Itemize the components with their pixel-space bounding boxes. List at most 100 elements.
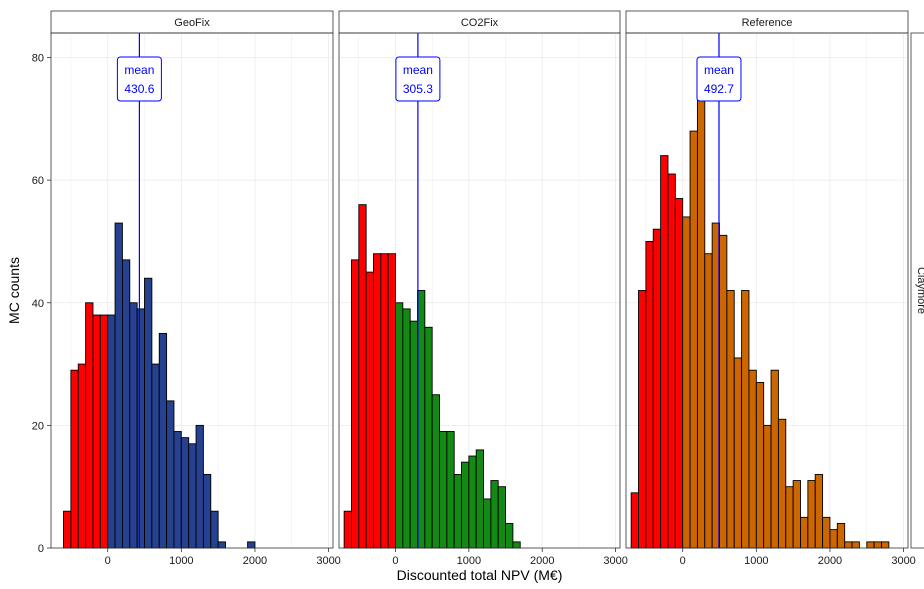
bar-geofix-9 <box>129 302 138 549</box>
bar-reference-18 <box>763 424 772 549</box>
x-axis-ticks: 0 1000 2000 3000 <box>392 548 628 567</box>
bar-reference-12 <box>719 234 728 549</box>
bar-geofix-10 <box>136 308 145 549</box>
bar-reference-22 <box>792 480 801 549</box>
bar-geofix-6 <box>107 314 116 549</box>
x-tick-label: 0 <box>680 555 686 567</box>
bar-reference-25 <box>814 473 824 549</box>
bar-reference-15 <box>741 290 750 549</box>
panel-border <box>625 32 909 549</box>
bar-co2fix-2 <box>358 204 367 549</box>
bar-geofix-11 <box>144 277 153 549</box>
mean-label-word: mean <box>124 63 154 77</box>
bar-geofix-14 <box>166 400 175 549</box>
bar-reference-20 <box>777 418 787 549</box>
x-axis-title: Discounted total NPV (M€) <box>397 567 563 583</box>
bar-geofix-13 <box>158 332 168 549</box>
panel-border <box>338 32 621 549</box>
x-axis-ticks: 0 1000 2000 3000 <box>105 548 341 567</box>
x-tick-label: 2000 <box>818 555 842 567</box>
y-tick-label: 80 <box>32 53 44 65</box>
bar-co2fix-6 <box>387 253 396 549</box>
y-axis-title: MC counts <box>6 257 22 324</box>
bar-reference-23 <box>800 516 809 549</box>
y-tick-label: 0 <box>38 543 44 555</box>
bar-co2fix-4 <box>373 253 382 549</box>
bar-co2fix-23 <box>512 541 521 549</box>
bar-co2fix-10 <box>417 290 426 549</box>
bar-geofix-19 <box>202 473 212 549</box>
bar-reference-19 <box>770 369 779 549</box>
row-strip <box>910 32 924 549</box>
bar-reference-6 <box>674 198 684 549</box>
bar-reference-29 <box>844 541 853 549</box>
x-tick-label: 3000 <box>891 555 915 567</box>
x-tick-label: 2000 <box>530 555 554 567</box>
mean-label-word: mean <box>704 63 734 77</box>
bar-co2fix-7 <box>395 302 404 549</box>
bar-co2fix-19 <box>483 498 492 549</box>
bar-co2fix-3 <box>365 271 374 549</box>
facet-strip-label: GeoFix <box>174 17 210 29</box>
bar-co2fix-17 <box>468 455 477 549</box>
mean-label-value: 492.7 <box>704 82 734 96</box>
bar-reference-21 <box>785 486 794 549</box>
bar-geofix-2 <box>77 363 87 549</box>
bar-reference-8 <box>689 130 698 549</box>
x-tick-label: 1000 <box>744 555 768 567</box>
bar-reference-34 <box>881 541 890 549</box>
bar-co2fix-20 <box>490 480 499 549</box>
bar-geofix-3 <box>85 302 94 549</box>
bar-co2fix-21 <box>497 486 506 549</box>
bar-co2fix-18 <box>475 449 484 549</box>
bar-co2fix-15 <box>453 473 462 549</box>
bar-co2fix-14 <box>446 431 455 549</box>
x-tick-label: 3000 <box>603 555 627 567</box>
bar-reference-24 <box>807 480 816 549</box>
x-tick-label: 1000 <box>457 555 481 567</box>
bar-reference-17 <box>755 382 765 549</box>
histogram-bars <box>63 222 256 549</box>
x-tick-label: 0 <box>392 555 398 567</box>
bar-co2fix-5 <box>380 253 389 549</box>
bar-reference-30 <box>851 541 860 549</box>
bar-reference-9 <box>696 87 706 549</box>
x-tick-label: 1000 <box>169 555 193 567</box>
bar-reference-1 <box>638 290 647 549</box>
bar-geofix-17 <box>188 443 197 549</box>
bar-reference-10 <box>704 253 713 549</box>
bar-reference-3 <box>652 228 662 549</box>
bar-geofix-20 <box>210 510 219 549</box>
mean-label-value: 430.6 <box>124 82 154 96</box>
y-tick-label: 40 <box>32 298 44 310</box>
bar-co2fix-0 <box>343 510 352 549</box>
bar-co2fix-13 <box>439 431 448 549</box>
histogram-bars <box>630 87 890 549</box>
facet-strip-label: CO2Fix <box>461 17 499 29</box>
x-tick-label: 3000 <box>316 555 340 567</box>
x-tick-label: 0 <box>105 555 111 567</box>
mean-label-value: 305.3 <box>403 82 433 96</box>
bar-co2fix-16 <box>461 461 470 549</box>
bar-geofix-0 <box>63 510 72 549</box>
bar-reference-32 <box>866 541 875 549</box>
y-tick-label: 60 <box>32 175 44 187</box>
bar-reference-16 <box>748 369 757 549</box>
mean-label-box <box>395 56 441 102</box>
bar-geofix-5 <box>99 314 109 549</box>
bar-geofix-16 <box>180 437 190 549</box>
mean-label-box <box>696 56 742 102</box>
bar-reference-5 <box>667 173 676 549</box>
y-axis: 0 20 40 60 80 <box>32 53 51 555</box>
y-tick-label: 20 <box>32 420 44 432</box>
bar-reference-2 <box>645 241 654 549</box>
bar-co2fix-8 <box>402 308 411 549</box>
panel-geofix: GeoFix mean 430.6 0 1000 2000 3000 <box>50 10 341 567</box>
bar-reference-33 <box>873 541 882 549</box>
bar-reference-28 <box>836 523 846 549</box>
facet-strip-label: Reference <box>742 17 793 29</box>
mean-label-word: mean <box>403 63 433 77</box>
panel-reference: Reference mean 492.7 0 1000 2000 3000 <box>625 10 916 567</box>
